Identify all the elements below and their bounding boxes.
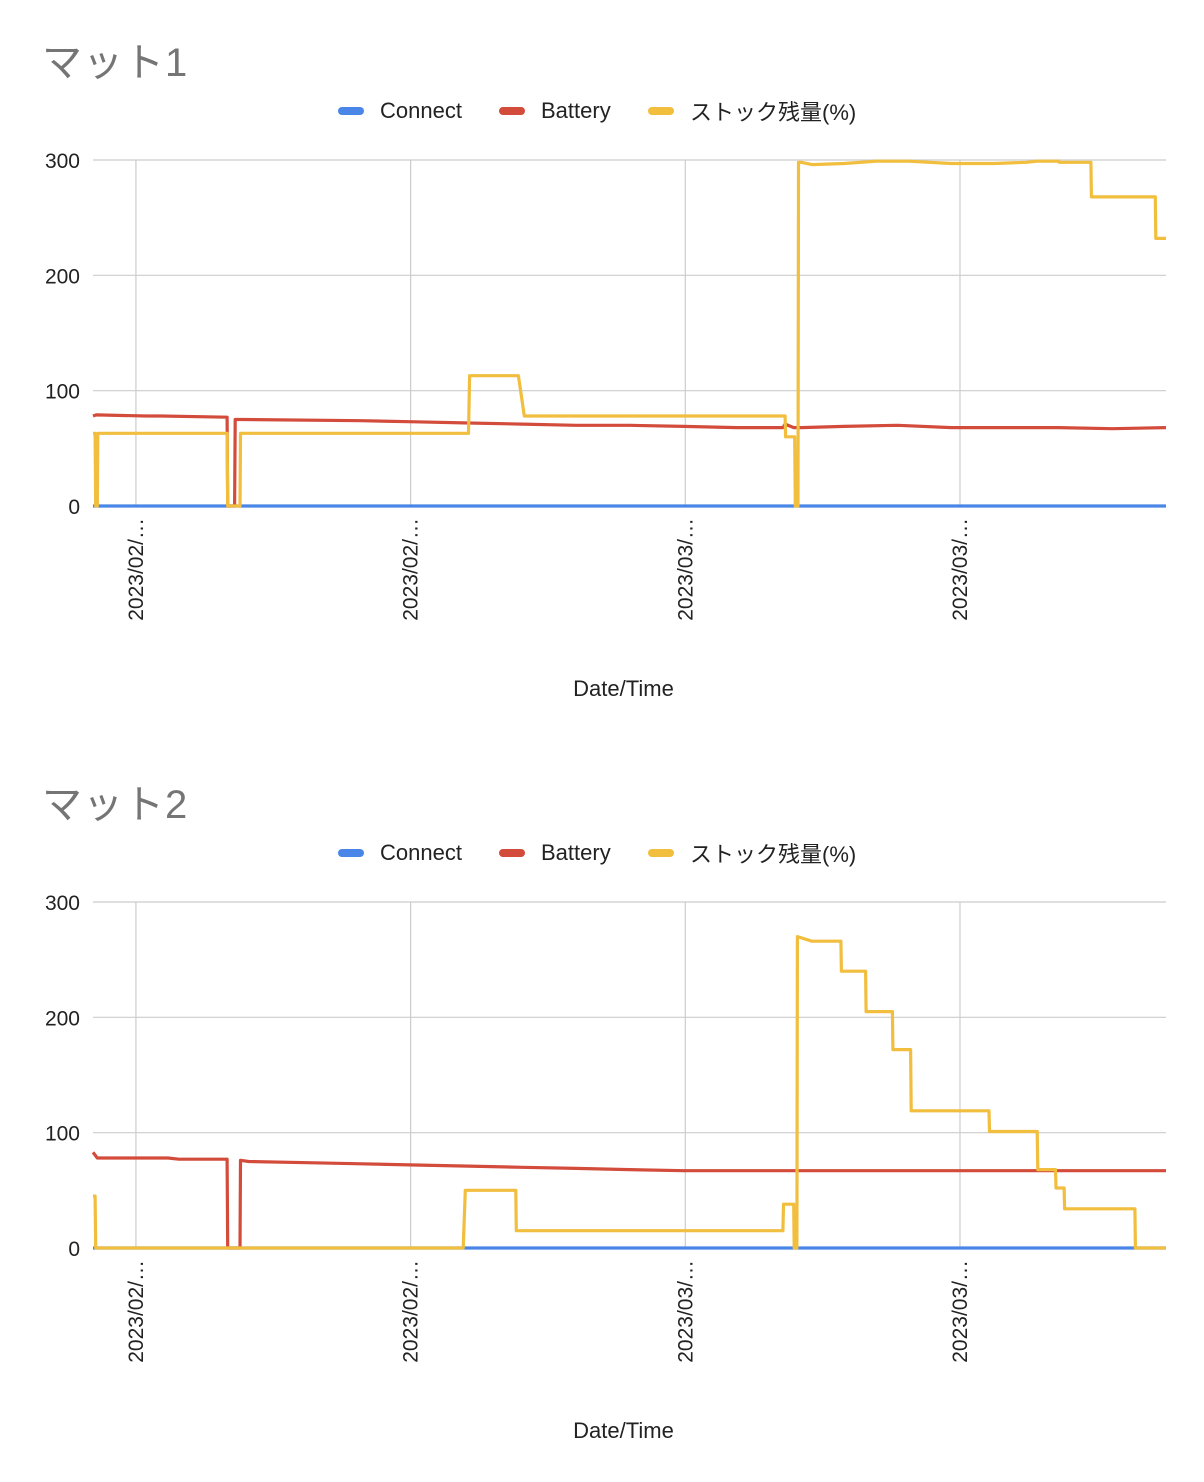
- legend-label-stock: ストック残量(%): [690, 842, 857, 867]
- x-tick-label: 2023/02/…: [125, 518, 148, 621]
- legend-item-battery: Battery: [499, 838, 611, 868]
- plot-area: 0 100 200 300 2023/02/… 2023/02/… 2023/03/… 202…: [45, 150, 1167, 701]
- legend-swatch-stock: [648, 107, 674, 115]
- chart-legend: Connect Battery ストック残量(%): [0, 838, 1204, 868]
- legend-label-connect: Connect: [380, 840, 462, 865]
- legend-item-stock: ストック残量(%): [648, 96, 856, 126]
- legend-item-connect: Connect: [338, 96, 462, 126]
- y-tick-label: 0: [68, 496, 80, 519]
- plot-area: 0 100 200 300 2023/02/… 2023/02/… 2023/03/… 202…: [45, 892, 1166, 1443]
- legend-item-stock: ストック残量(%): [648, 838, 856, 868]
- legend-label-stock: ストック残量(%): [690, 100, 857, 125]
- chart-title: マット2: [42, 783, 189, 827]
- legend-swatch-connect: [338, 107, 364, 115]
- legend-swatch-battery: [499, 107, 525, 115]
- chart-title: マット1: [42, 41, 189, 85]
- legend-label-battery: Battery: [541, 98, 611, 123]
- x-tick-label: 2023/02/…: [125, 1260, 148, 1363]
- series-line-stock: [93, 159, 1166, 508]
- x-tick-label: 2023/03/…: [674, 518, 697, 621]
- y-tick-label: 200: [45, 1007, 80, 1030]
- y-tick-label: 200: [45, 265, 80, 288]
- y-tick-label: 100: [45, 381, 80, 404]
- legend-swatch-battery: [499, 849, 525, 857]
- series-line-stock: [93, 935, 1166, 1250]
- legend-item-connect: Connect: [338, 838, 462, 868]
- y-tick-label: 0: [68, 1238, 80, 1261]
- legend-label-connect: Connect: [380, 98, 462, 123]
- x-tick-label: 2023/03/…: [674, 1260, 697, 1363]
- legend-item-battery: Battery: [499, 96, 611, 126]
- x-axis-label: Date/Time: [573, 676, 674, 701]
- x-tick-label: 2023/02/…: [400, 1260, 423, 1363]
- legend-swatch-connect: [338, 849, 364, 857]
- legend-label-battery: Battery: [541, 840, 611, 865]
- y-tick-label: 300: [45, 150, 80, 173]
- chart-legend: Connect Battery ストック残量(%): [0, 96, 1204, 126]
- legend-swatch-stock: [648, 849, 674, 857]
- series-line-battery: [92, 413, 1167, 508]
- x-tick-label: 2023/03/…: [949, 518, 972, 621]
- y-tick-label: 300: [45, 892, 80, 915]
- x-tick-label: 2023/02/…: [400, 518, 423, 621]
- x-axis-label: Date/Time: [573, 1418, 674, 1443]
- y-tick-label: 100: [45, 1123, 80, 1146]
- x-tick-label: 2023/03/…: [949, 1260, 972, 1363]
- chart-panel-mat2: マット2 Connect Battery ストック残量(%) 0 100 200 30…: [0, 762, 1204, 1482]
- chart-panel-mat1: マット1 Connect Battery ストック残量(%) 0 100 200 30…: [0, 20, 1204, 740]
- series-line-battery: [91, 1151, 1166, 1250]
